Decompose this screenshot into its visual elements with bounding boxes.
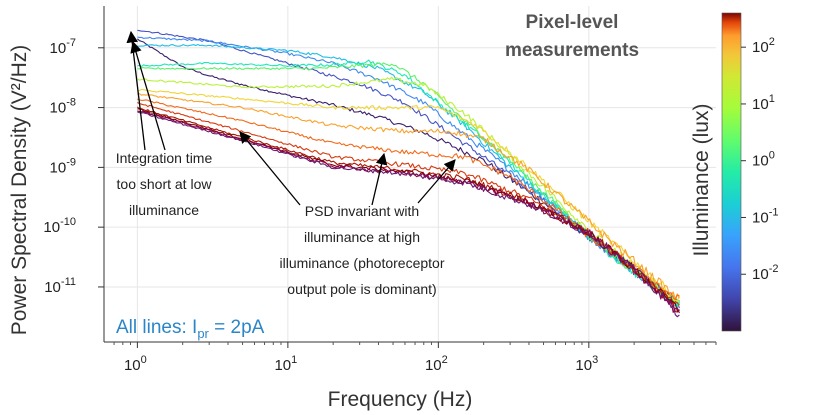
annotation-integration-line-3: illuminance	[129, 202, 199, 218]
x-axis-label: Frequency (Hz)	[328, 388, 473, 411]
series-line-14	[137, 110, 680, 314]
series-line-15	[137, 111, 680, 318]
all-lines-note: All lines: Ipr = 2pA	[116, 317, 265, 341]
colorbar-tick-label: 10-1	[752, 206, 778, 226]
x-tick-label: 102	[425, 354, 448, 374]
annotation-arrow-psd-3	[417, 159, 456, 204]
series-line-13	[137, 108, 680, 312]
colorbar-ticks: 10-2 10-1 100 101 102	[741, 36, 778, 283]
annotation-arrow-psd-1	[239, 131, 301, 206]
colorbar	[721, 12, 742, 332]
y-tick-label: 10-10	[43, 216, 76, 236]
y-tick-label: 10-8	[50, 97, 76, 117]
chart-title-line-2: measurements	[505, 40, 639, 61]
y-tick-label: 10-11	[44, 276, 76, 296]
annotation-psd-line-1: PSD invariant with	[305, 203, 419, 219]
chart-title-line-1: Pixel-level	[526, 12, 619, 33]
annotation-integration-line-2: too short at low	[117, 176, 213, 192]
note-suffix: = 2pA	[209, 317, 265, 338]
series-line-9	[137, 93, 680, 300]
annotation-psd-line-4: output pole is dominant)	[287, 281, 436, 297]
y-ticks: 10-7 10-8 10-9 10-10 10-11	[43, 37, 104, 296]
annotation-psd-line-2: illuminance at high	[304, 229, 420, 245]
annotation-arrow-integration-2	[130, 40, 166, 151]
x-tick-label: 100	[124, 354, 147, 374]
colorbar-tick-label: 101	[752, 93, 775, 113]
colorbar-tick-label: 10-2	[752, 263, 778, 283]
x-ticks: 100 101 102 103	[113, 342, 717, 374]
colorbar-tick-label: 102	[752, 36, 775, 56]
colorbar-tick-label: 100	[752, 150, 775, 170]
x-tick-label: 101	[274, 354, 297, 374]
note-subscript: pr	[197, 326, 209, 341]
colorbar-label: Illuminance (lux)	[690, 104, 713, 257]
annotation-psd-line-3: illuminance (photoreceptor	[280, 255, 445, 271]
series-group	[137, 29, 680, 318]
y-axis-label: Power Spectral Density (V²/Hz)	[8, 45, 31, 336]
x-tick-label: 103	[575, 354, 598, 374]
series-line-5	[137, 59, 680, 309]
note-prefix: All lines: I	[116, 317, 197, 338]
y-tick-label: 10-9	[50, 156, 76, 176]
annotation-arrow-psd-2	[371, 152, 388, 206]
y-tick-label: 10-7	[50, 37, 76, 57]
annotation-integration-line-1: Integration time	[116, 150, 213, 166]
